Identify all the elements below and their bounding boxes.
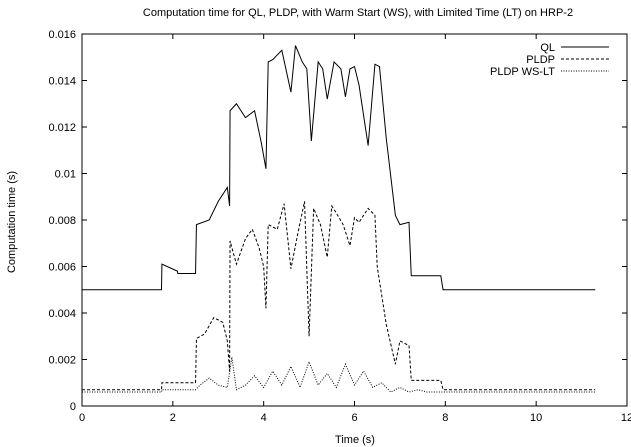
axis-ticks: 0 2 4 6 8 10 12 0 0.002 0.004 0.006 0.008 0.01 0.012 0…	[48, 29, 631, 424]
legend-label: PLDP	[526, 54, 555, 66]
y-tick-label: 0.014	[48, 76, 76, 88]
y-tick-label: 0.012	[48, 122, 76, 134]
y-axis-label: Computation time (s)	[6, 171, 18, 273]
legend-label: QL	[540, 42, 555, 54]
x-tick-label: 2	[170, 412, 176, 424]
x-tick-label: 6	[351, 412, 357, 424]
x-axis-label: Time (s)	[335, 434, 375, 446]
series-line-pldp	[82, 201, 596, 391]
series-layer	[82, 45, 596, 393]
x-tick-label: 4	[261, 412, 267, 424]
chart-title: Computation time for QL, PLDP, with Warm…	[143, 7, 573, 19]
y-tick-label: 0.002	[48, 355, 76, 367]
x-tick-label: 10	[530, 412, 542, 424]
y-tick-label: 0	[70, 401, 76, 413]
series-line-ql	[82, 45, 596, 291]
y-tick-label: 0.006	[48, 262, 76, 274]
x-tick-label: 0	[79, 412, 85, 424]
y-tick-label: 0.008	[48, 215, 76, 227]
legend-label: PLDP WS-LT	[490, 66, 555, 78]
series-line-pldp-ws-lt	[82, 357, 596, 393]
y-tick-label: 0.01	[55, 169, 76, 181]
x-tick-label: 8	[442, 412, 448, 424]
x-tick-label: 12	[621, 412, 631, 424]
y-tick-label: 0.016	[48, 29, 76, 41]
y-tick-label: 0.004	[48, 308, 76, 320]
